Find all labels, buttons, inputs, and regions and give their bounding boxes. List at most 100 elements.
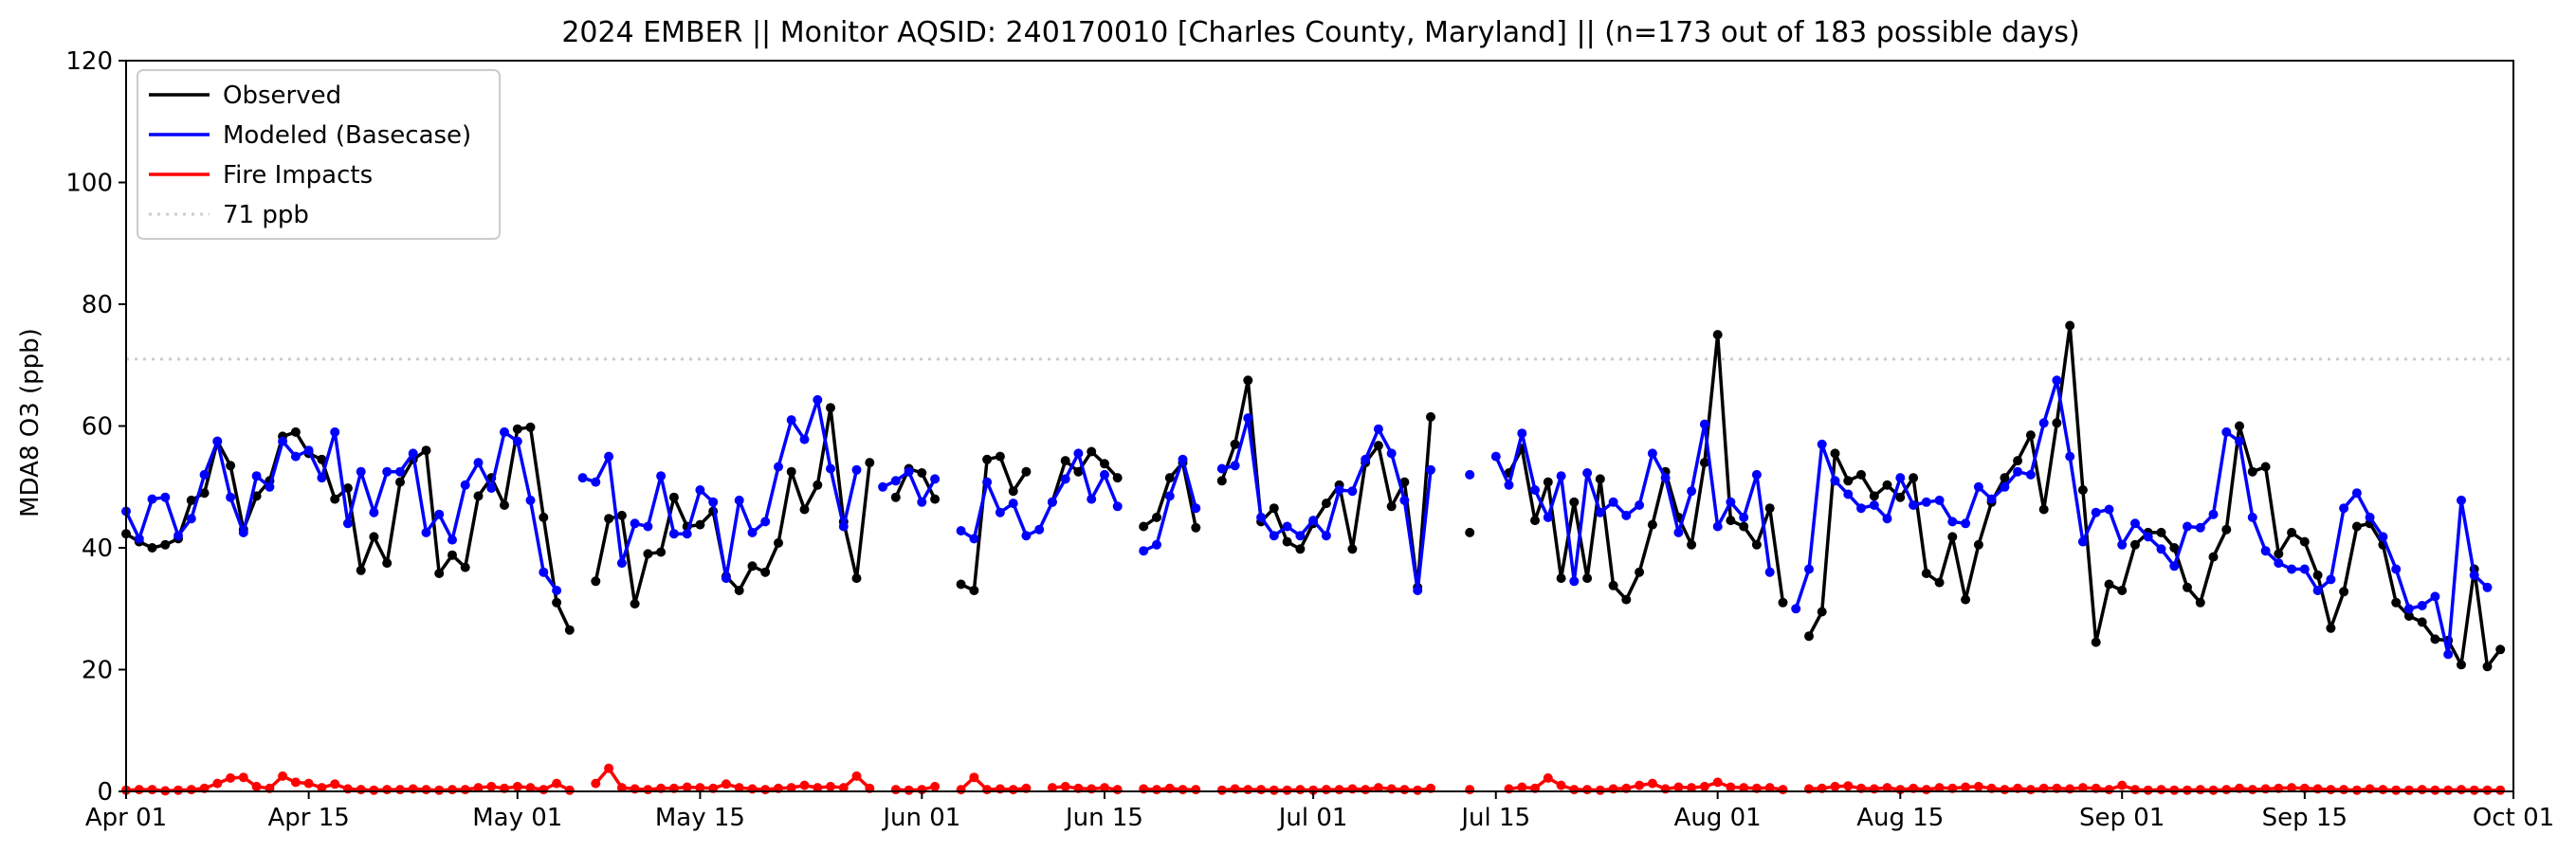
data-point-modeled-basecase [604,451,614,462]
data-point-fire-impacts [2169,785,2180,795]
data-point-modeled-basecase [1895,473,1906,483]
data-point-fire-impacts [2495,785,2506,795]
data-point-observed [1269,503,1279,514]
data-point-observed [2052,418,2062,428]
data-point-fire-impacts [1778,785,1788,795]
data-point-modeled-basecase [395,466,405,477]
data-point-modeled-basecase [1764,567,1775,577]
data-point-modeled-basecase [1843,489,1854,499]
data-point-observed [695,519,705,530]
data-point-modeled-basecase [917,497,927,507]
data-point-fire-impacts [2143,785,2153,795]
data-point-observed [421,445,431,456]
data-point-modeled-basecase [1909,500,1919,510]
series-fire-impacts [121,763,2506,796]
data-point-observed [460,562,470,572]
data-point-fire-impacts [1243,785,1253,795]
data-point-observed [591,576,601,587]
data-point-fire-impacts [734,783,744,793]
data-point-observed [2247,466,2257,477]
data-point-fire-impacts [838,783,849,793]
data-point-modeled-basecase [1973,481,1983,492]
data-point-fire-impacts [1100,783,1109,793]
data-point-observed [1739,521,1749,532]
data-point-observed [395,477,405,487]
data-point-fire-impacts [826,781,835,791]
data-point-modeled-basecase [174,531,183,541]
data-point-fire-impacts [643,785,653,795]
data-point-modeled-basecase [2183,521,2192,532]
data-point-modeled-basecase [1230,461,1240,471]
data-point-observed [668,492,679,502]
data-point-fire-impacts [2469,785,2479,795]
data-point-fire-impacts [1673,782,1684,792]
data-point-observed [2287,527,2297,537]
data-point-observed [330,494,340,504]
data-point-modeled-basecase [1021,531,1032,541]
data-point-fire-impacts [2351,785,2362,795]
data-point-modeled-basecase [147,494,157,504]
data-point-observed [1764,503,1775,514]
data-point-modeled-basecase [1100,469,1109,480]
data-point-fire-impacts [1517,782,1527,792]
data-point-modeled-basecase [539,567,549,577]
data-point-observed [774,537,783,548]
data-point-fire-impacts [212,778,223,789]
data-point-modeled-basecase [2169,561,2180,572]
data-point-modeled-basecase [2247,512,2257,522]
x-tick-label: May 01 [472,804,562,832]
series-line-observed [894,466,937,500]
data-point-modeled-basecase [2077,536,2088,547]
x-tick-label: Aug 01 [1674,804,1762,832]
data-point-modeled-basecase [448,535,457,545]
x-tick-label: May 15 [655,804,745,832]
data-point-observed [734,586,744,595]
data-point-fire-impacts [303,778,314,789]
data-point-modeled-basecase [682,529,692,539]
data-point-fire-impacts [591,778,601,789]
data-point-modeled-basecase [1543,512,1553,522]
data-point-observed [982,454,993,464]
data-point-modeled-basecase [1961,518,1971,529]
data-point-observed [1243,375,1253,386]
series-line-fire-impacts [1508,776,1783,792]
data-point-modeled-basecase [1595,507,1605,517]
data-point-fire-impacts [369,785,379,795]
data-point-fire-impacts [512,781,522,791]
x-tick-label: Jul 01 [1277,804,1348,832]
series-line-observed [1507,333,1785,604]
data-point-fire-impacts [486,781,497,791]
legend-label: 71 ppb [223,201,309,229]
data-point-modeled-basecase [995,507,1005,517]
data-point-modeled-basecase [2378,532,2388,542]
data-point-fire-impacts [1399,785,1410,795]
data-point-fire-impacts [290,777,301,788]
data-point-modeled-basecase [2312,586,2323,595]
x-tick-label: Apr 01 [85,804,167,832]
data-point-fire-impacts [1934,783,1945,793]
series-layer [121,320,2506,796]
data-point-fire-impacts [1764,783,1775,793]
data-point-observed [160,539,171,550]
data-point-observed [290,426,301,437]
data-point-fire-impacts [1216,785,1227,795]
data-point-modeled-basecase [265,481,275,492]
data-point-fire-impacts [278,771,288,781]
data-point-fire-impacts [134,785,144,795]
data-point-modeled-basecase [2469,570,2479,580]
legend-label: Modeled (Basecase) [223,121,471,150]
data-point-fire-impacts [2391,785,2402,795]
x-tick-label: Jun 15 [1064,804,1143,832]
data-point-modeled-basecase [1413,586,1423,595]
data-point-modeled-basecase [2208,509,2219,519]
data-point-fire-impacts [1008,785,1018,795]
data-point-modeled-basecase [2417,601,2427,610]
data-point-modeled-basecase [643,521,653,532]
data-point-modeled-basecase [577,473,588,483]
data-point-modeled-basecase [1243,413,1253,424]
data-point-observed [2326,623,2336,633]
data-point-modeled-basecase [1308,516,1319,526]
data-point-modeled-basecase [1869,500,1879,510]
data-point-modeled-basecase [1556,471,1566,481]
data-point-observed [500,500,509,510]
